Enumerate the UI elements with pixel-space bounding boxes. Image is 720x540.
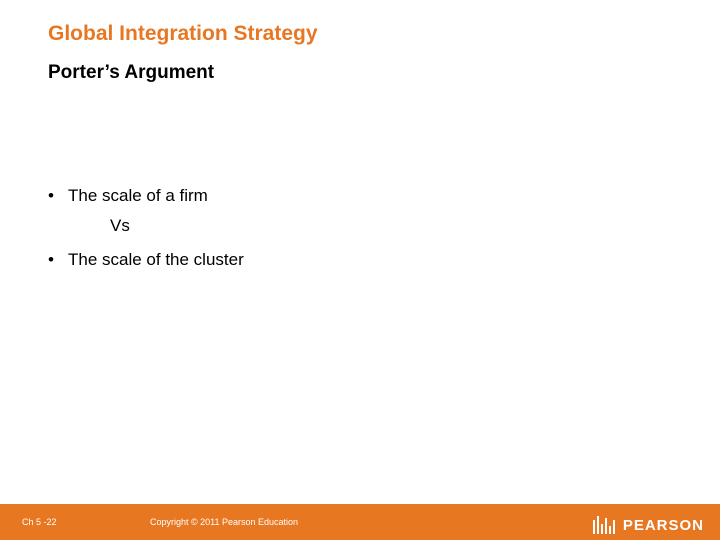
bullet-text: The scale of the cluster bbox=[68, 250, 244, 270]
footer-bar: Ch 5 -22 Copyright © 2011 Pearson Educat… bbox=[0, 504, 720, 540]
bullet-list: • The scale of a firm Vs • The scale of … bbox=[48, 186, 608, 278]
bullet-text: The scale of a firm bbox=[68, 186, 208, 206]
footer-copyright: Copyright © 2011 Pearson Education bbox=[150, 517, 298, 527]
footer-page-ref: Ch 5 -22 bbox=[22, 517, 57, 527]
vs-label: Vs bbox=[110, 216, 608, 236]
slide: Global Integration Strategy Porter’s Arg… bbox=[0, 0, 720, 540]
bullet-item: • The scale of the cluster bbox=[48, 250, 608, 270]
slide-subtitle: Porter’s Argument bbox=[48, 62, 214, 84]
pearson-bars-icon bbox=[593, 514, 615, 534]
bullet-marker-icon: • bbox=[48, 250, 68, 270]
pearson-logo-text: PEARSON bbox=[623, 517, 704, 534]
bullet-item: • The scale of a firm bbox=[48, 186, 608, 206]
bullet-marker-icon: • bbox=[48, 186, 68, 206]
pearson-logo: PEARSON bbox=[593, 510, 704, 534]
slide-title: Global Integration Strategy bbox=[48, 22, 318, 46]
